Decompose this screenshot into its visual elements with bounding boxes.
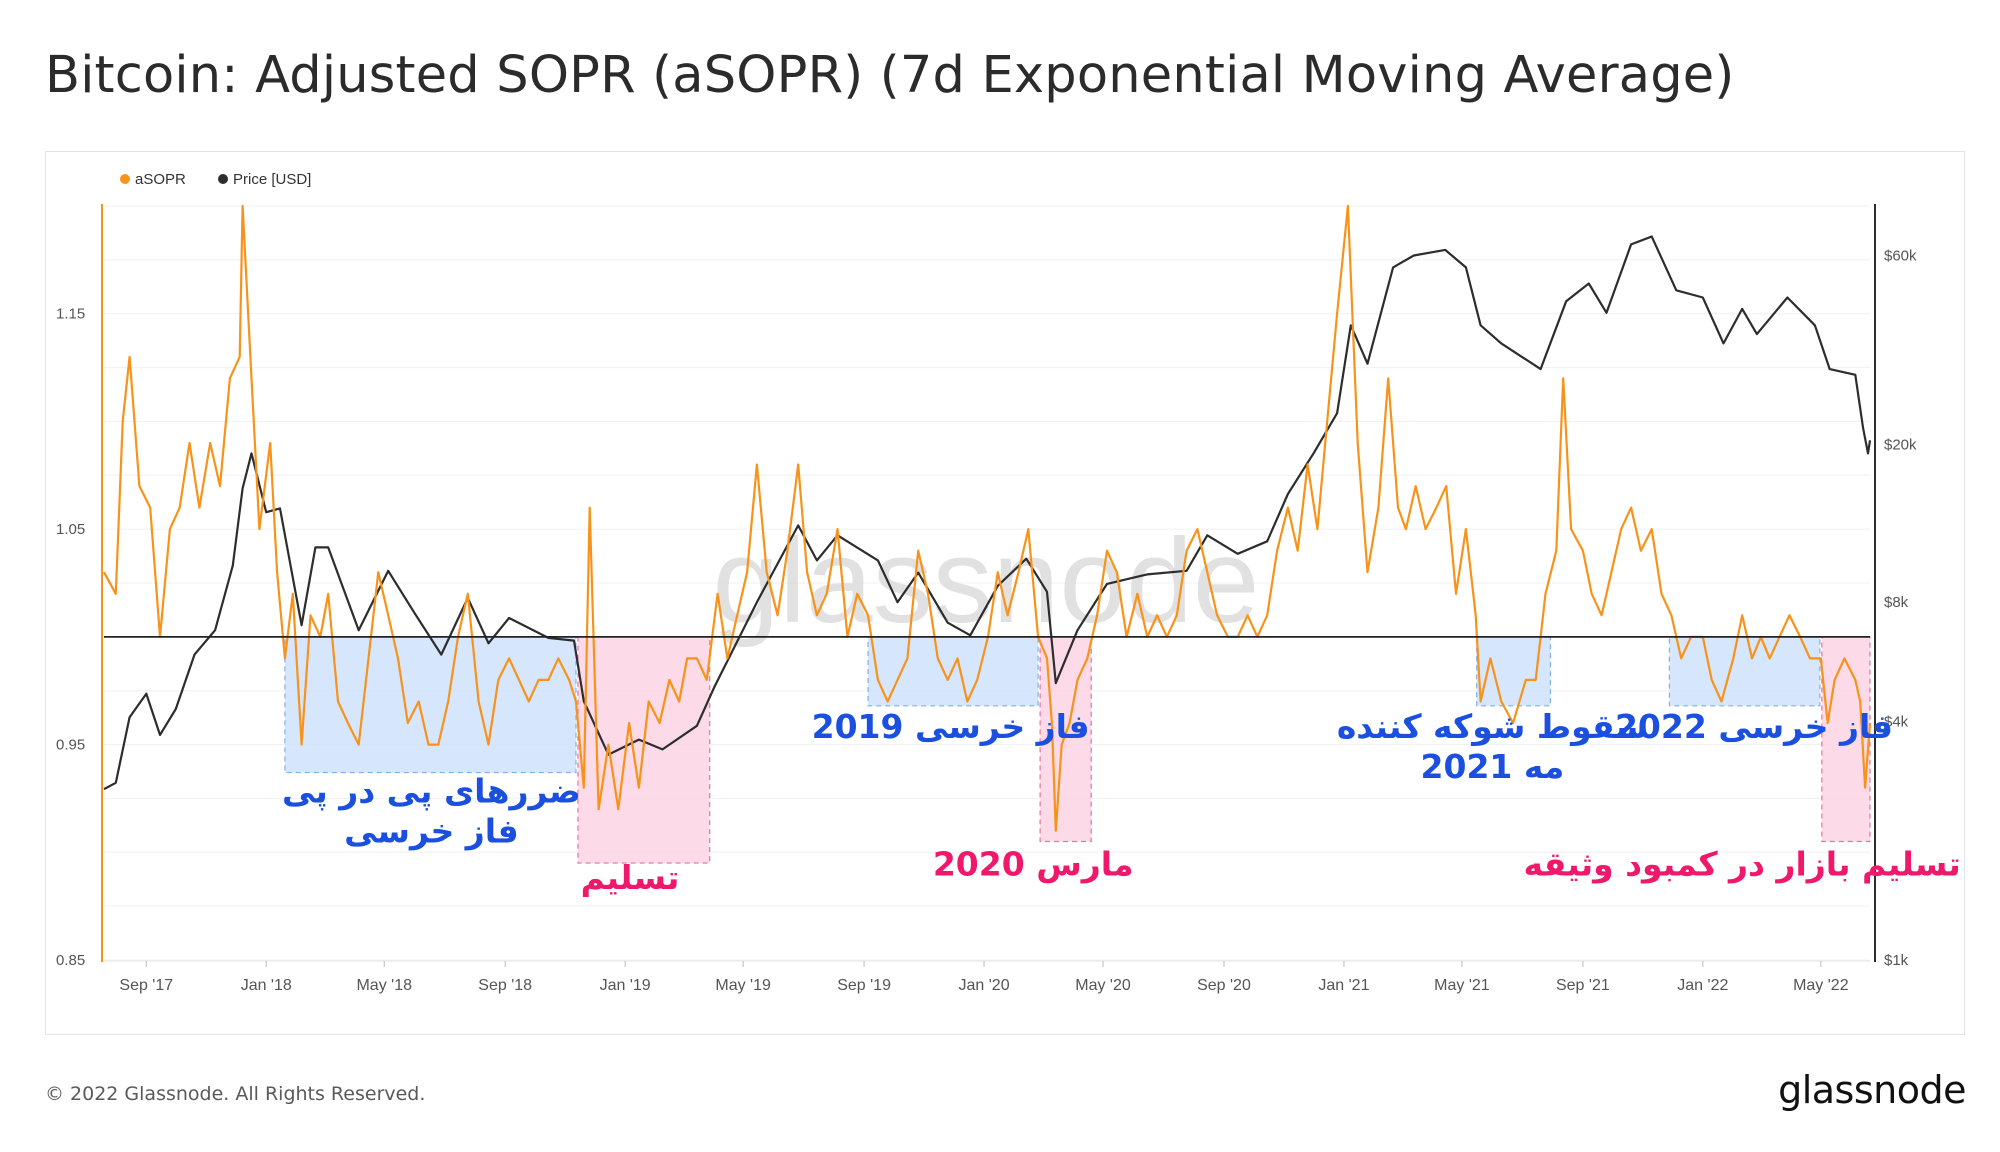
y-right-tick-label: $60k <box>1884 248 1917 265</box>
region-label: مارس 2020 <box>933 845 1134 884</box>
y-right-tick-label: $4k <box>1884 713 1909 730</box>
x-tick-label: Sep '20 <box>1197 977 1251 994</box>
page-title: Bitcoin: Adjusted SOPR (aSOPR) (7d Expon… <box>45 46 1735 105</box>
regions-layer <box>284 636 1871 864</box>
x-tick-label: Sep '17 <box>119 977 173 994</box>
region-label: ضررهای پی در پی <box>282 772 581 812</box>
x-tick-label: May '22 <box>1793 977 1849 994</box>
region-label: تسلیم <box>581 858 680 897</box>
x-tick-label: Jan '22 <box>1677 977 1728 994</box>
legend-asopr-label[interactable]: aSOPR <box>135 171 186 188</box>
y-left-tick-label: 1.15 <box>56 306 85 323</box>
legend: aSOPR Price [USD] <box>120 171 311 188</box>
axes-layer: 1.15 1.05 0.95 0.85 $60k $20k $8k $4k $1k Sep '17… <box>56 204 1917 994</box>
y-right-tick-label: $1k <box>1884 952 1909 969</box>
y-left-tick-label: 0.95 <box>56 737 85 754</box>
y-left-tick-label: 0.85 <box>56 952 85 969</box>
legend-asopr-dot <box>120 174 130 184</box>
x-tick-label: Jan '20 <box>959 977 1010 994</box>
x-tick-label: Jan '19 <box>600 977 651 994</box>
x-tick-label: Sep '18 <box>478 977 532 994</box>
region-label: سقوط شوکه کننده <box>1337 707 1648 747</box>
x-tick-label: Sep '21 <box>1556 977 1610 994</box>
region-label: تسلیم بازار در کمبود وثیقه <box>1524 845 1961 885</box>
bear-zone-5 <box>1668 636 1821 707</box>
region-label: فاز خرسی 2019 <box>812 707 1090 747</box>
price-series-line <box>103 235 1872 791</box>
footer-copyright: © 2022 Glassnode. All Rights Reserved. <box>45 1083 426 1105</box>
legend-price-label[interactable]: Price [USD] <box>233 171 311 188</box>
y-left-tick-label: 1.05 <box>56 521 85 538</box>
x-tick-label: May '21 <box>1434 977 1490 994</box>
x-tick-label: May '19 <box>715 977 771 994</box>
x-tick-label: Jan '18 <box>241 977 292 994</box>
region-label: فاز خرسی 2022 <box>1615 707 1893 747</box>
x-tick-label: Jan '21 <box>1318 977 1369 994</box>
asopr-series-line <box>103 204 1872 832</box>
x-tick-label: Sep '19 <box>837 977 891 994</box>
region-label: فاز خرسی <box>344 812 519 852</box>
footer-logo[interactable]: glassnode <box>1778 1068 1966 1112</box>
bear-zone-0 <box>284 636 577 774</box>
bear-zone-2 <box>867 636 1039 707</box>
region-label: مه 2021 <box>1421 747 1565 786</box>
y-right-tick-label: $20k <box>1884 437 1917 454</box>
series-layer <box>103 204 1872 832</box>
x-tick-label: May '20 <box>1075 977 1131 994</box>
legend-price-dot <box>218 174 228 184</box>
chart-panel: glassnode 1.15 1.05 0.95 0.85 $60k $20k $8k $4k… <box>45 151 1965 1035</box>
y-right-tick-label: $8k <box>1884 594 1909 611</box>
x-tick-label: May '18 <box>356 977 412 994</box>
chart-svg: glassnode 1.151.050.950.85$60k$20k$8k$4k… <box>56 171 1961 994</box>
